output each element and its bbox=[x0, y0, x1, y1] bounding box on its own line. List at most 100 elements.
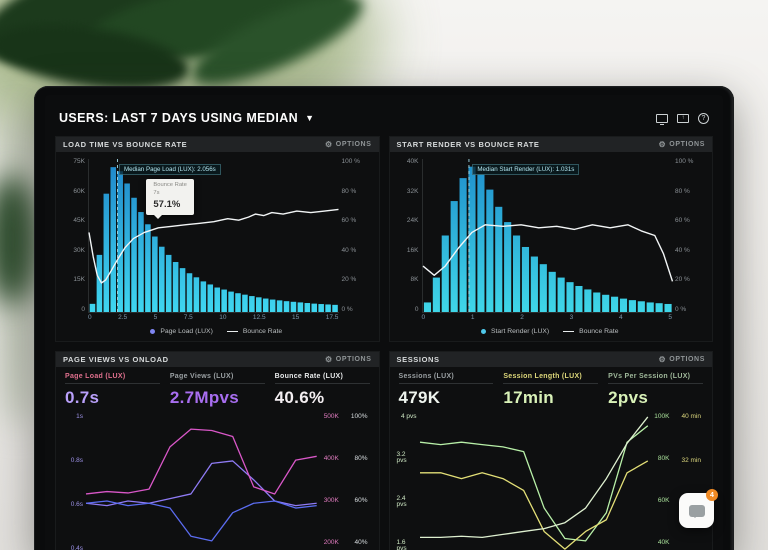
axis-tick: 0.8s bbox=[70, 457, 83, 465]
y-axis-left: 1s 0.8s 0.6s 0.4s bbox=[60, 413, 86, 550]
legend-dot bbox=[150, 329, 156, 334]
panel-title: PAGE VIEWS VS ONLOAD bbox=[63, 355, 169, 364]
axis-tick: 400K bbox=[323, 455, 339, 463]
metric-value: 479K bbox=[398, 388, 441, 407]
median-annotation: Median Start Render (LUX): 1.031s bbox=[472, 163, 580, 175]
metrics-row: Page Load (LUX) 0.7s Page Views (LUX) 2.… bbox=[56, 367, 379, 410]
laptop: USERS: LAST 7 DAYS USING MEDIAN ▼ ↑ ? LO… bbox=[34, 86, 734, 550]
y-axis-right-k: 500K 400K 300K 200K bbox=[321, 413, 342, 550]
chart-legend: Start Render (LUX) Bounce Rate bbox=[392, 324, 709, 339]
metric-label: Page Load (LUX) bbox=[65, 373, 160, 384]
chevron-down-icon[interactable]: ▼ bbox=[305, 113, 314, 123]
panel-sessions: SESSIONS ⚙ OPTIONS Sessions (LUX) 479K bbox=[388, 351, 713, 550]
metric-value: 0.7s bbox=[65, 388, 100, 407]
metric-page-load[interactable]: Page Load (LUX) 0.7s bbox=[65, 373, 160, 408]
axis-tick: 40K bbox=[657, 538, 670, 546]
share-icon[interactable]: ↑ bbox=[677, 113, 689, 123]
legend-label: Start Render (LUX) bbox=[491, 328, 550, 335]
y-axis-right-pct: 100% 80% 60% 40% bbox=[348, 413, 371, 550]
axis-tick: 100K bbox=[654, 413, 670, 420]
load-time-chart[interactable]: Median Page Load (LUX): 2.056s Bounce Ra… bbox=[88, 159, 339, 313]
metric-value: 40.6% bbox=[274, 388, 325, 407]
axis-tick: 60K bbox=[73, 187, 85, 195]
axis-tick: 3 bbox=[569, 314, 574, 321]
panel-header: SESSIONS ⚙ OPTIONS bbox=[389, 352, 712, 367]
metric-pvs-per-session[interactable]: PVs Per Session (LUX) 2pvs bbox=[608, 373, 703, 408]
axis-tick: 100 % bbox=[341, 158, 360, 165]
metric-label: Sessions (LUX) bbox=[398, 373, 494, 384]
panel-header: START RENDER VS BOUNCE RATE ⚙ OPTIONS bbox=[389, 137, 712, 152]
panel-header: PAGE VIEWS VS ONLOAD ⚙ OPTIONS bbox=[56, 352, 379, 367]
gear-icon: ⚙ bbox=[658, 354, 667, 364]
axis-tick: 8K bbox=[410, 276, 419, 283]
options-button[interactable]: ⚙ OPTIONS bbox=[325, 140, 372, 149]
legend-line bbox=[226, 331, 238, 332]
options-button[interactable]: ⚙ OPTIONS bbox=[325, 355, 372, 364]
axis-tick: 5 bbox=[153, 314, 158, 321]
y-axis-left: 4 pvs 3.2 pvs 2.4 pvs 1.6 pvs bbox=[394, 413, 420, 550]
axis-tick: 1s bbox=[76, 413, 83, 420]
options-button[interactable]: ⚙ OPTIONS bbox=[659, 140, 706, 149]
axis-tick: 24K bbox=[406, 217, 419, 224]
axis-tick: 1 bbox=[470, 314, 475, 321]
axis-tick: 60 % bbox=[675, 217, 690, 224]
axis-tick: 0 bbox=[81, 305, 85, 313]
metric-value: 17min bbox=[503, 388, 554, 407]
dashboard-screen: USERS: LAST 7 DAYS USING MEDIAN ▼ ↑ ? LO… bbox=[45, 95, 723, 550]
legend-label: Page Load (LUX) bbox=[160, 328, 213, 335]
panel-title: SESSIONS bbox=[396, 355, 440, 364]
panel-page-views: PAGE VIEWS VS ONLOAD ⚙ OPTIONS Page Load… bbox=[55, 351, 380, 550]
axis-tick: 300K bbox=[323, 497, 339, 505]
help-icon[interactable]: ? bbox=[698, 112, 709, 124]
legend-label: Bounce Rate bbox=[579, 328, 619, 335]
y-axis-right-k: 100K 80K 60K 40K bbox=[651, 413, 672, 550]
start-render-chart[interactable]: Median Start Render (LUX): 1.031s bbox=[422, 159, 673, 313]
axis-tick: 0 % bbox=[675, 305, 687, 313]
axis-tick: 0 % bbox=[341, 305, 353, 313]
axis-tick: 7.5 bbox=[183, 314, 193, 321]
axis-tick: 16K bbox=[406, 246, 419, 254]
metric-label: Bounce Rate (LUX) bbox=[274, 373, 370, 384]
y-axis-right: 500K 400K 300K 200K 100% 80% 60% 40% bbox=[317, 413, 373, 550]
monitor-icon[interactable] bbox=[656, 113, 668, 125]
axis-tick: 80% bbox=[354, 455, 368, 463]
axis-tick: 20 % bbox=[675, 276, 690, 283]
sessions-chart[interactable] bbox=[420, 414, 648, 550]
axis-tick: 5 bbox=[668, 314, 672, 321]
axis-tick: 100% bbox=[350, 413, 368, 420]
chat-widget-button[interactable]: 4 bbox=[679, 489, 718, 528]
chat-bubble-icon bbox=[688, 504, 705, 518]
axis-tick: 12.5 bbox=[252, 314, 266, 321]
axis-tick: 2.5 bbox=[118, 314, 128, 321]
metric-sessions[interactable]: Sessions (LUX) 479K bbox=[398, 373, 494, 408]
notification-badge: 4 bbox=[706, 489, 718, 501]
metric-label: PVs Per Session (LUX) bbox=[608, 373, 703, 384]
legend-line bbox=[563, 331, 575, 332]
metric-session-length[interactable]: Session Length (LUX) 17min bbox=[503, 373, 599, 408]
dashboard-grid: LOAD TIME VS BOUNCE RATE ⚙ OPTIONS 75K 60… bbox=[55, 136, 713, 550]
axis-tick: 200K bbox=[323, 539, 339, 547]
axis-tick: 40K bbox=[406, 158, 419, 165]
metric-bounce-rate[interactable]: Bounce Rate (LUX) 40.6% bbox=[274, 373, 370, 408]
metric-label: Page Views (LUX) bbox=[169, 373, 265, 384]
metric-value: 2.7Mpvs bbox=[169, 388, 240, 407]
page-views-chart[interactable] bbox=[86, 414, 317, 550]
page-title: USERS: LAST 7 DAYS USING MEDIAN bbox=[59, 111, 299, 125]
chart-tooltip: Bounce Rate 7s 57.1% bbox=[146, 178, 194, 220]
metric-page-views[interactable]: Page Views (LUX) 2.7Mpvs bbox=[169, 373, 265, 408]
options-label: OPTIONS bbox=[335, 356, 372, 363]
x-axis: 0 1 2 3 4 5 bbox=[422, 313, 673, 324]
axis-tick: 2.4 pvs bbox=[396, 494, 407, 509]
panel-header: LOAD TIME VS BOUNCE RATE ⚙ OPTIONS bbox=[56, 137, 379, 152]
options-button[interactable]: ⚙ OPTIONS bbox=[658, 354, 706, 364]
axis-tick: 20 % bbox=[341, 276, 357, 283]
axis-tick: 0.4s bbox=[70, 545, 83, 550]
axis-tick: 80 % bbox=[675, 187, 690, 195]
axis-tick: 15 bbox=[292, 314, 300, 321]
axis-tick: 40 % bbox=[341, 246, 357, 254]
axis-tick: 30K bbox=[73, 246, 85, 254]
axis-tick: 15K bbox=[73, 276, 85, 283]
